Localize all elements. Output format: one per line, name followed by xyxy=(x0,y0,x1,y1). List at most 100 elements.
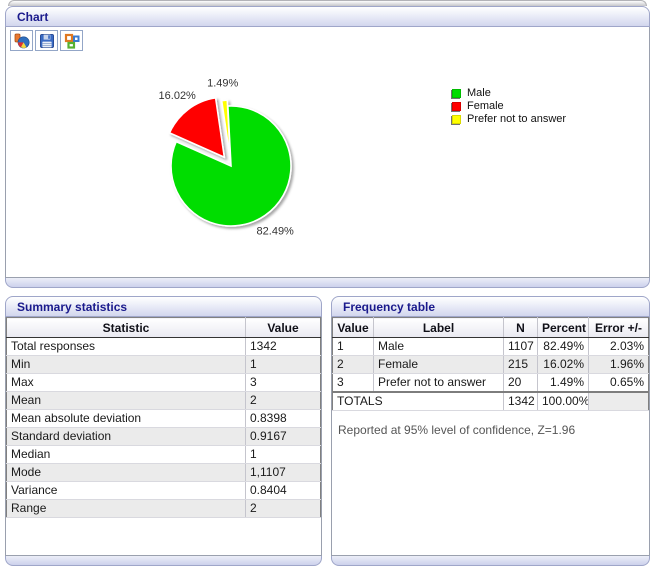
table-cell: TOTALS xyxy=(332,391,504,411)
legend-swatch xyxy=(452,101,461,111)
summary-row: Total responses 1342 xyxy=(6,337,321,356)
legend-label: Prefer not to answer xyxy=(467,113,567,125)
legend-swatch xyxy=(452,114,461,124)
table-cell: 215 xyxy=(503,355,538,374)
pie-chart: 82.49% 16.02% 1.49% xyxy=(159,77,295,237)
chart-toolbar xyxy=(10,30,83,51)
pie-slice-female xyxy=(168,96,226,159)
pie-chart-icon xyxy=(14,33,30,49)
totals-row: TOTALS 1342 100.00% xyxy=(332,391,649,411)
table-cell: Mode xyxy=(6,463,246,482)
table-cell: Prefer not to answer xyxy=(373,373,504,393)
pie-legend: Male Female Prefer not to answer xyxy=(452,87,566,126)
export-office-button[interactable] xyxy=(60,30,83,51)
table-cell: Range xyxy=(6,499,246,518)
table-cell: Standard deviation xyxy=(6,427,246,446)
top-strip xyxy=(8,0,647,6)
table-cell: Total responses xyxy=(6,337,246,356)
legend-label: Female xyxy=(467,100,504,112)
table-cell: 20 xyxy=(503,373,538,393)
summary-row: Min 1 xyxy=(6,355,321,374)
summary-row: Mean absolute deviation 0.8398 xyxy=(6,409,321,428)
column-header: Value xyxy=(245,317,321,338)
table-cell: Mean absolute deviation xyxy=(6,409,246,428)
frequency-panel-header: Frequency table xyxy=(331,296,650,317)
summary-panel-footer xyxy=(5,556,322,566)
summary-row: Variance 0.8404 xyxy=(6,481,321,500)
chart-options-button[interactable] xyxy=(10,30,33,51)
table-cell: Min xyxy=(6,355,246,374)
summary-panel-title: Summary statistics xyxy=(17,300,128,314)
confidence-note: Reported at 95% level of confidence, Z=1… xyxy=(338,423,576,437)
table-cell: Mean xyxy=(6,391,246,410)
chart-panel: Chart 82.49% 16.02% 1.49% xyxy=(5,6,650,288)
pie-slice-label: 82.49% xyxy=(257,225,295,237)
table-cell: 82.49% xyxy=(537,337,589,356)
table-cell: 1 xyxy=(245,355,321,374)
summary-row: Median 1 xyxy=(6,445,321,464)
table-cell: 0.8404 xyxy=(245,481,321,500)
summary-statistics-table: Statistic Value Total responses 1342 Min 1 Ma… xyxy=(6,317,321,518)
save-chart-button[interactable] xyxy=(35,30,58,51)
table-cell: 16.02% xyxy=(537,355,589,374)
legend-swatch xyxy=(452,88,461,98)
summary-panel-body: Statistic Value Total responses 1342 Min 1 Ma… xyxy=(5,317,322,556)
office-export-icon xyxy=(64,33,80,49)
table-cell: 0.65% xyxy=(588,373,649,393)
table-cell: 1342 xyxy=(245,337,321,356)
table-cell: 1.96% xyxy=(588,355,649,374)
table-cell: 1 xyxy=(245,445,321,464)
table-cell: 2 xyxy=(332,355,374,374)
chart-panel-footer xyxy=(5,278,650,288)
table-cell: 100.00% xyxy=(537,391,589,411)
column-header: Statistic xyxy=(6,317,246,338)
summary-statistics-panel: Summary statistics Statistic Value Total … xyxy=(5,296,322,566)
table-cell: 0.9167 xyxy=(245,427,321,446)
legend-item: Female xyxy=(452,100,566,112)
frequency-panel-title: Frequency table xyxy=(343,300,436,314)
table-cell: 1,1107 xyxy=(245,463,321,482)
frequency-row: 2 Female 215 16.02% 1.96% xyxy=(332,355,649,374)
frequency-table-panel: Frequency table Value Label N Percent Error … xyxy=(331,296,650,566)
frequency-table: Value Label N Percent Error +/- 1 Male 1107 82.… xyxy=(332,317,649,411)
column-header: Value xyxy=(332,317,374,338)
table-cell: Median xyxy=(6,445,246,464)
legend-label: Male xyxy=(467,87,491,99)
table-cell: 0.8398 xyxy=(245,409,321,428)
pie-slice-male xyxy=(170,105,292,227)
pie-slice-prefer-not-to-answer xyxy=(220,99,232,161)
column-header: Percent xyxy=(537,317,589,338)
table-cell: Male xyxy=(373,337,504,356)
frequency-row: 1 Male 1107 82.49% 2.03% xyxy=(332,337,649,356)
table-cell: Female xyxy=(373,355,504,374)
pie-slice-label: 16.02% xyxy=(159,90,197,102)
table-cell: 2 xyxy=(245,391,321,410)
summary-panel-header: Summary statistics xyxy=(5,296,322,317)
frequency-row: 3 Prefer not to answer 20 1.49% 0.65% xyxy=(332,373,649,393)
save-icon xyxy=(39,33,55,49)
table-cell xyxy=(588,391,649,411)
table-cell: 1 xyxy=(332,337,374,356)
column-header: N xyxy=(503,317,538,338)
summary-row: Range 2 xyxy=(6,499,321,518)
summary-row: Mean 2 xyxy=(6,391,321,410)
column-header: Error +/- xyxy=(588,317,649,338)
table-cell: 3 xyxy=(245,373,321,392)
table-cell: 2 xyxy=(245,499,321,518)
chart-panel-body: 82.49% 16.02% 1.49% xyxy=(5,27,650,278)
table-cell: 1342 xyxy=(503,391,538,411)
legend-item: Male xyxy=(452,87,566,99)
table-cell: Variance xyxy=(6,481,246,500)
table-cell: Max xyxy=(6,373,246,392)
table-cell: 2.03% xyxy=(588,337,649,356)
table-cell: 1.49% xyxy=(537,373,589,393)
pie-slice-label: 1.49% xyxy=(207,77,238,89)
summary-row: Max 3 xyxy=(6,373,321,392)
table-cell: 3 xyxy=(332,373,374,393)
legend-item: Prefer not to answer xyxy=(452,113,566,125)
chart-panel-header: Chart xyxy=(5,6,650,27)
chart-panel-title: Chart xyxy=(17,10,49,24)
column-header: Label xyxy=(373,317,504,338)
summary-row: Mode 1,1107 xyxy=(6,463,321,482)
